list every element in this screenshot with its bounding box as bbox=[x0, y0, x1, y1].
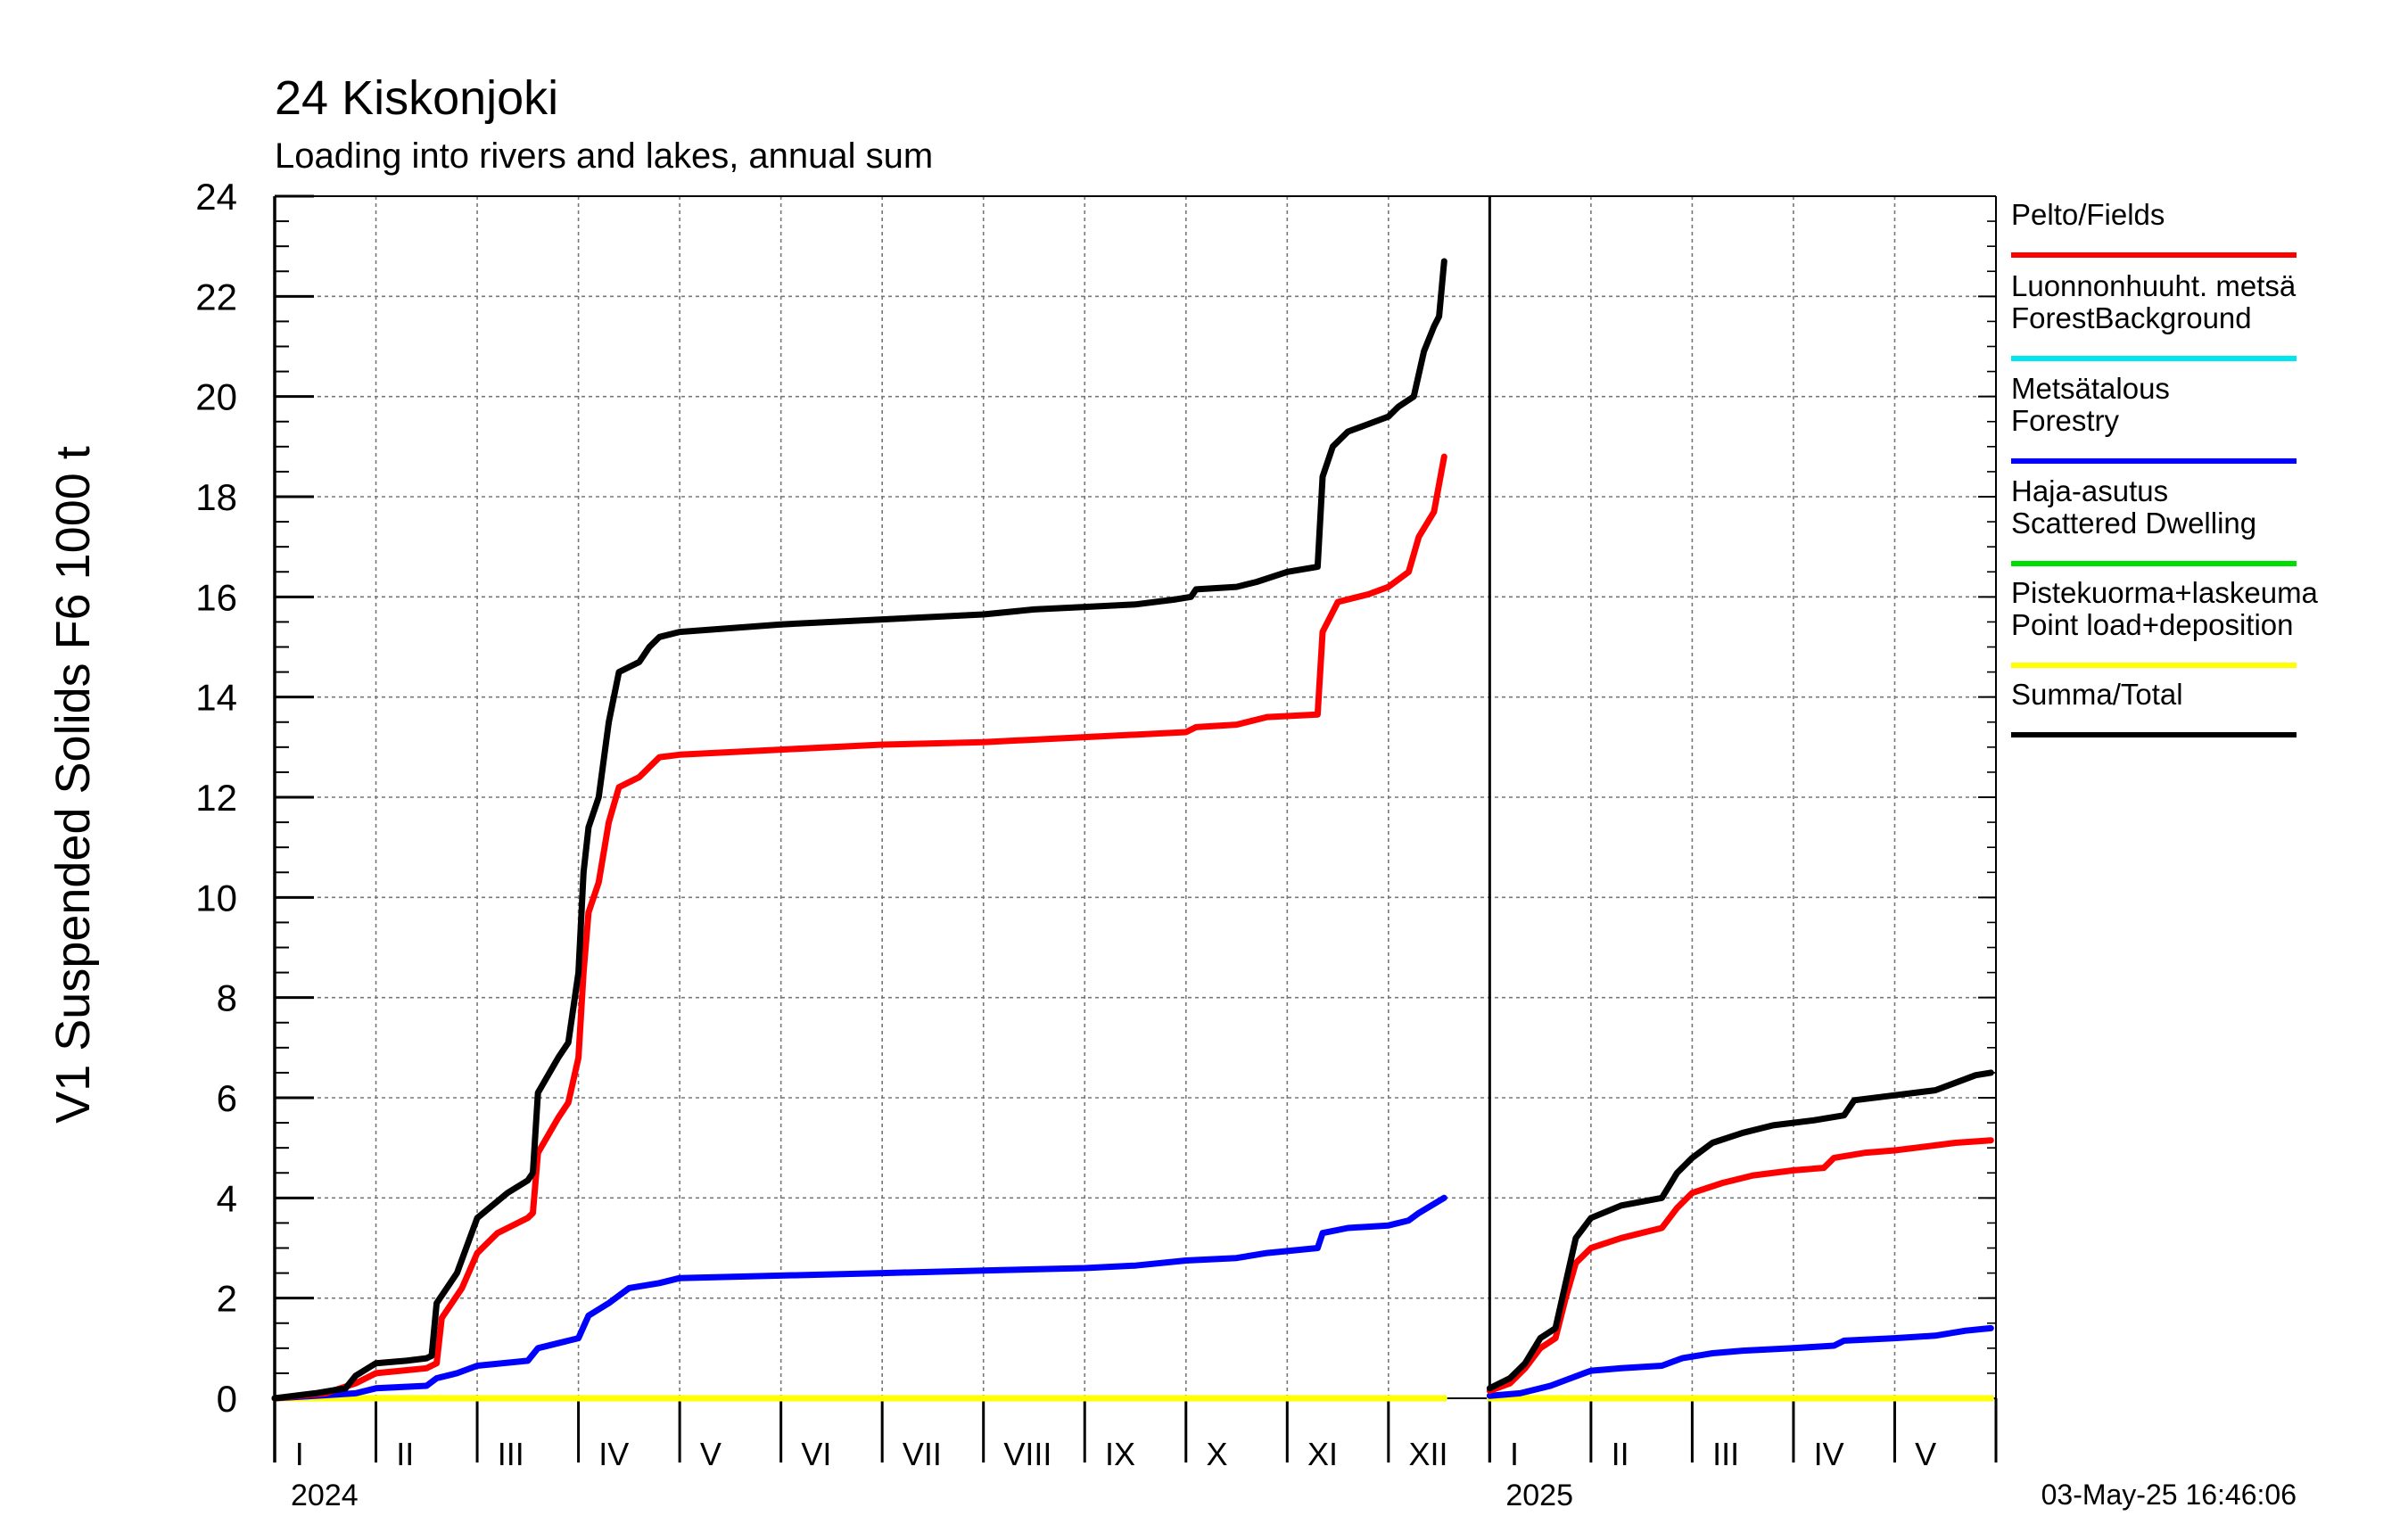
legend-label: Haja-asutus bbox=[2011, 474, 2168, 507]
x-tick-label: V bbox=[1915, 1436, 1936, 1472]
legend: Pelto/Fields Luonnonhuuht. metsäForestBac… bbox=[2011, 198, 2319, 737]
legend-label: Scattered Dwelling bbox=[2011, 507, 2256, 540]
x-tick-label: X bbox=[1206, 1436, 1227, 1472]
x-tick-label: V bbox=[700, 1436, 722, 1472]
y-tick-label: 18 bbox=[195, 476, 237, 518]
x-tick-label: I bbox=[295, 1436, 304, 1472]
x-tick-label: III bbox=[1712, 1436, 1739, 1472]
x-tick-label: XII bbox=[1409, 1436, 1448, 1472]
series-line bbox=[1486, 1324, 1994, 1399]
y-tick-label: 24 bbox=[195, 176, 237, 218]
y-tick-label: 6 bbox=[217, 1077, 237, 1119]
y-tick-label: 12 bbox=[195, 777, 237, 819]
y-axis-label: V1 Suspended Solids F6 1000 t bbox=[46, 446, 100, 1124]
y-tick-label: 20 bbox=[195, 376, 237, 418]
chart-subtitle: Loading into rivers and lakes, annual su… bbox=[275, 136, 933, 176]
chart-title: 24 Kiskonjoki bbox=[275, 71, 558, 125]
x-tick-label: VI bbox=[801, 1436, 831, 1472]
y-tick-label: 14 bbox=[195, 677, 237, 719]
x-tick-label: I bbox=[1510, 1436, 1519, 1472]
series-line bbox=[1486, 1137, 1994, 1395]
timestamp: 03-May-25 16:46:06 bbox=[2041, 1479, 2297, 1511]
y-tick-label: 0 bbox=[217, 1378, 237, 1420]
grid bbox=[275, 195, 1996, 1398]
legend-label: Summa/Total bbox=[2011, 678, 2183, 711]
x-tick-label: II bbox=[396, 1436, 414, 1472]
series-lines bbox=[271, 258, 1994, 1402]
x-tick-label: III bbox=[498, 1436, 524, 1472]
x-tick-label: IV bbox=[598, 1436, 629, 1472]
x-tick-label: VIII bbox=[1003, 1436, 1051, 1472]
series-line bbox=[1486, 1069, 1994, 1392]
legend-label: Pelto/Fields bbox=[2011, 198, 2165, 231]
legend-label: ForestBackground bbox=[2011, 301, 2252, 334]
y-tick-label: 16 bbox=[195, 576, 237, 618]
y-tick-label: 2 bbox=[217, 1278, 237, 1320]
y-tick-label: 8 bbox=[217, 977, 237, 1019]
legend-label: Pistekuorma+laskeuma bbox=[2011, 576, 2319, 609]
x-tick-label: II bbox=[1612, 1436, 1629, 1472]
legend-label: Point load+deposition bbox=[2011, 608, 2294, 641]
x-tick-label: IX bbox=[1105, 1436, 1135, 1472]
series-line bbox=[271, 258, 1447, 1402]
series-line bbox=[271, 1194, 1447, 1402]
y-tick-label: 22 bbox=[195, 276, 237, 317]
year-label: 2024 bbox=[291, 1479, 359, 1512]
x-tick-label: IV bbox=[1814, 1436, 1844, 1472]
y-tick-label: 4 bbox=[217, 1177, 237, 1219]
x-tick-label: VII bbox=[903, 1436, 942, 1472]
y-tick-label: 10 bbox=[195, 877, 237, 919]
legend-label: Luonnonhuuht. metsä bbox=[2011, 269, 2297, 302]
legend-label: Forestry bbox=[2011, 404, 2120, 437]
year-label: 2025 bbox=[1505, 1479, 1573, 1512]
legend-label: Metsätalous bbox=[2011, 372, 2170, 405]
series-line bbox=[271, 453, 1447, 1402]
x-tick-label: XI bbox=[1307, 1436, 1338, 1472]
